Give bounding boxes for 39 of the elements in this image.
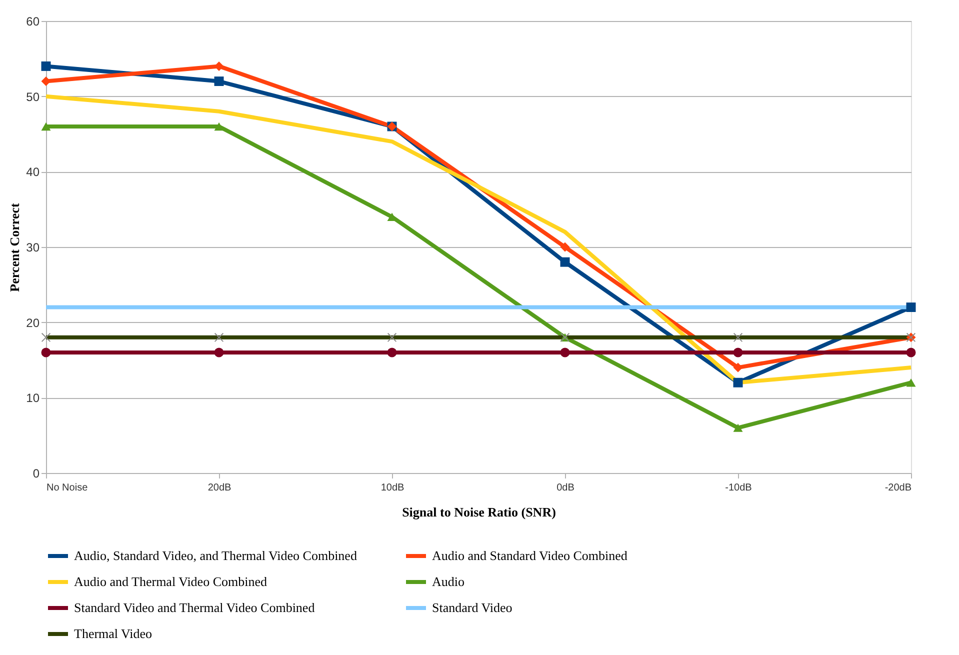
legend-label: Audio <box>432 574 464 589</box>
point <box>41 348 51 358</box>
x-axis-title: Signal to Noise Ratio (SNR) <box>402 504 556 520</box>
point <box>214 122 224 131</box>
x-tick-label: No Noise <box>46 482 88 494</box>
point <box>41 61 51 71</box>
point <box>906 378 916 387</box>
point <box>41 122 51 131</box>
legend-label: Audio, Standard Video, and Thermal Video Combined <box>74 548 358 563</box>
legend-label: Audio and Thermal Video Combined <box>74 574 268 589</box>
y-tick-label: 20 <box>26 316 40 330</box>
point <box>560 348 570 358</box>
x-tick-label: 0dB <box>556 482 575 494</box>
y-tick-label: 40 <box>26 165 40 180</box>
point <box>733 378 743 388</box>
point <box>214 76 224 86</box>
point <box>733 348 743 358</box>
y-tick-label: 10 <box>26 391 40 406</box>
y-tick-label: 0 <box>32 466 40 480</box>
legend-label: Thermal Video <box>74 626 152 641</box>
x-tick-label: -20dB <box>884 482 912 494</box>
point <box>733 424 743 432</box>
point <box>560 257 570 267</box>
y-axis-title: Percent Correct <box>7 202 22 292</box>
legend-label: Standard Video <box>432 600 512 615</box>
point <box>906 302 916 312</box>
legend-label: Audio and Standard Video Combined <box>432 548 628 563</box>
y-tick-label: 60 <box>26 14 40 28</box>
point <box>906 348 916 358</box>
point <box>733 362 743 372</box>
x-tick-label: 20dB <box>208 482 232 494</box>
point <box>387 348 397 358</box>
point <box>560 242 570 252</box>
x-tick-label: 10dB <box>380 482 405 494</box>
x-tick-label: -10dB <box>725 482 752 494</box>
legend-label: Standard Video and Thermal Video Combined <box>74 600 316 615</box>
y-tick-label: 30 <box>26 240 40 254</box>
y-tick-label: 50 <box>26 90 40 104</box>
point <box>214 348 224 358</box>
